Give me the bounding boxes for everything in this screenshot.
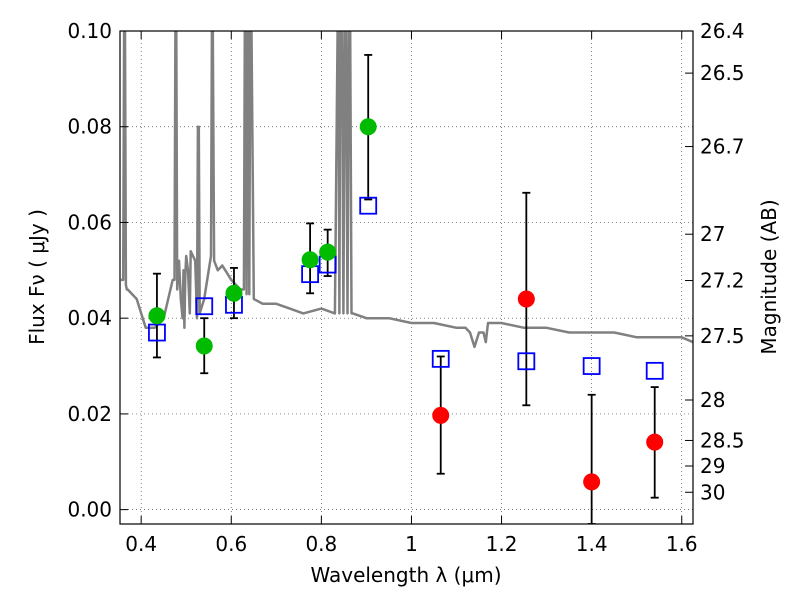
y2-tick-label: 27.2 (700, 269, 745, 293)
model-point-square (431, 349, 450, 368)
y2-tick-label: 26.7 (700, 135, 745, 159)
x-tick-label: 1.6 (666, 532, 698, 556)
y2-tick-label: 27 (700, 222, 725, 246)
y2-axis-label: Magnitude (AB) (757, 199, 781, 354)
data-point-circle (432, 406, 450, 424)
model-spectrum-line (120, 31, 693, 349)
y-tick-label: 0.04 (67, 306, 112, 330)
y2-tick-label: 26.4 (700, 19, 745, 43)
model-point-square (582, 357, 601, 375)
y-tick-label: 0.00 (67, 498, 112, 522)
y-tick-label: 0.10 (67, 19, 112, 43)
model-point-square (517, 352, 536, 371)
data-point-circle (646, 433, 664, 451)
x-tick-label: 1.4 (576, 532, 608, 556)
data-point-circle (148, 307, 166, 325)
x-tick-label: 1.2 (486, 532, 518, 556)
x-tick-label: 0.8 (305, 532, 337, 556)
y2-tick-label: 26.5 (700, 61, 745, 85)
data-point-circle (517, 290, 535, 308)
x-tick-label: 1 (405, 532, 418, 556)
y-tick-label: 0.08 (67, 115, 112, 139)
data-point-circle (583, 473, 601, 491)
x-tick-label: 0.4 (125, 532, 157, 556)
y-tick-label: 0.02 (67, 402, 112, 426)
y-axis-label: Flux Fν ( μJy ) (25, 209, 49, 345)
y2-tick-label: 27.5 (700, 324, 745, 348)
model-point-square (148, 323, 166, 342)
y2-tick-label: 28.5 (700, 428, 745, 452)
data-point-circle (195, 337, 213, 355)
data-point-circle (319, 243, 337, 261)
model-point-square (195, 297, 214, 316)
x-tick-label: 0.6 (215, 532, 247, 556)
y2-tick-label: 30 (700, 480, 725, 504)
y2-tick-label: 28 (700, 388, 725, 412)
y-tick-label: 0.06 (67, 210, 112, 234)
data-point-circle (225, 284, 243, 302)
model-point-square (359, 196, 378, 215)
data-point-circle (301, 251, 319, 269)
observed-photometry-markers (148, 118, 664, 491)
model-point-square (645, 361, 664, 380)
data-point-circle (359, 118, 377, 136)
y2-tick-label: 29 (700, 454, 725, 478)
spectrum-layer (120, 31, 693, 349)
x-axis-label: Wavelength λ (μm) (310, 563, 501, 587)
plot-frame (119, 30, 694, 525)
axis-ticks: 0.4 0.6 0.8 1 1.2 1.4 1.6 0.00 0.02 0.04 0.06 0.08 0… (67, 19, 744, 556)
